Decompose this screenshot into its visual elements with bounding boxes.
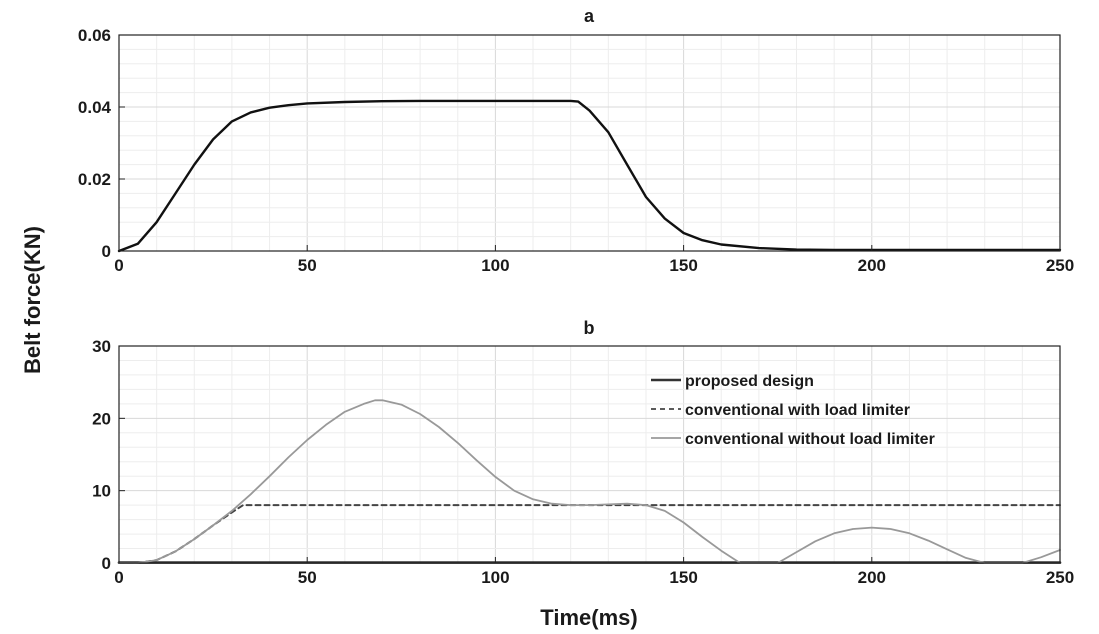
panel-b-series [117,399,1062,564]
x-tick-label: 0 [114,568,123,587]
y-tick-label: 10 [92,482,111,501]
x-tick-label: 50 [298,568,317,587]
y-tick-label: 0 [102,242,111,261]
x-tick-label: 0 [114,256,123,275]
x-tick-label: 200 [858,256,886,275]
x-tick-label: 150 [669,568,697,587]
y-tick-label: 0 [102,554,111,573]
panel-b-grid [118,345,1061,564]
legend-label: proposed design [685,373,814,390]
x-tick-label: 100 [481,256,509,275]
panel-a-ticks: 0 50 100 150 200 250 0 0.02 0.04 0.06 [78,26,1074,275]
x-tick-label: 100 [481,568,509,587]
y-axis-label: Belt force(KN) [20,226,45,374]
legend-label: conventional with load limiter [685,402,910,419]
y-tick-label: 30 [92,337,111,356]
panel-b: b 0 50 100 150 200 250 0 10 20 30 proposed design… [92,318,1074,587]
y-tick-label: 0.04 [78,98,112,117]
panel-b-frame [118,345,1061,564]
y-tick-label: 0.06 [78,26,111,45]
panel-a-title: a [584,6,595,26]
x-tick-label: 150 [669,256,697,275]
panel-a-series [117,99,1062,253]
series-line-curve-0 [117,99,1062,253]
panel-a-frame [118,34,1061,252]
x-tick-label: 250 [1046,256,1074,275]
x-tick-label: 250 [1046,568,1074,587]
x-tick-label: 50 [298,256,317,275]
panel-a-grid [118,34,1061,252]
x-axis-label: Time(ms) [540,605,637,630]
panel-b-legend: proposed design conventional with load li… [651,373,935,448]
y-tick-label: 0.02 [78,170,111,189]
y-tick-label: 20 [92,409,111,428]
series-line-conventional-without-load-limiter [118,399,1061,564]
panel-b-ticks: 0 50 100 150 200 250 0 10 20 30 [92,337,1074,587]
panel-b-title: b [584,318,595,338]
panel-a: a 0 50 100 150 200 250 0 0.02 0.04 0.06 [78,6,1074,275]
x-tick-label: 200 [858,568,886,587]
legend-label: conventional without load limiter [685,431,935,448]
